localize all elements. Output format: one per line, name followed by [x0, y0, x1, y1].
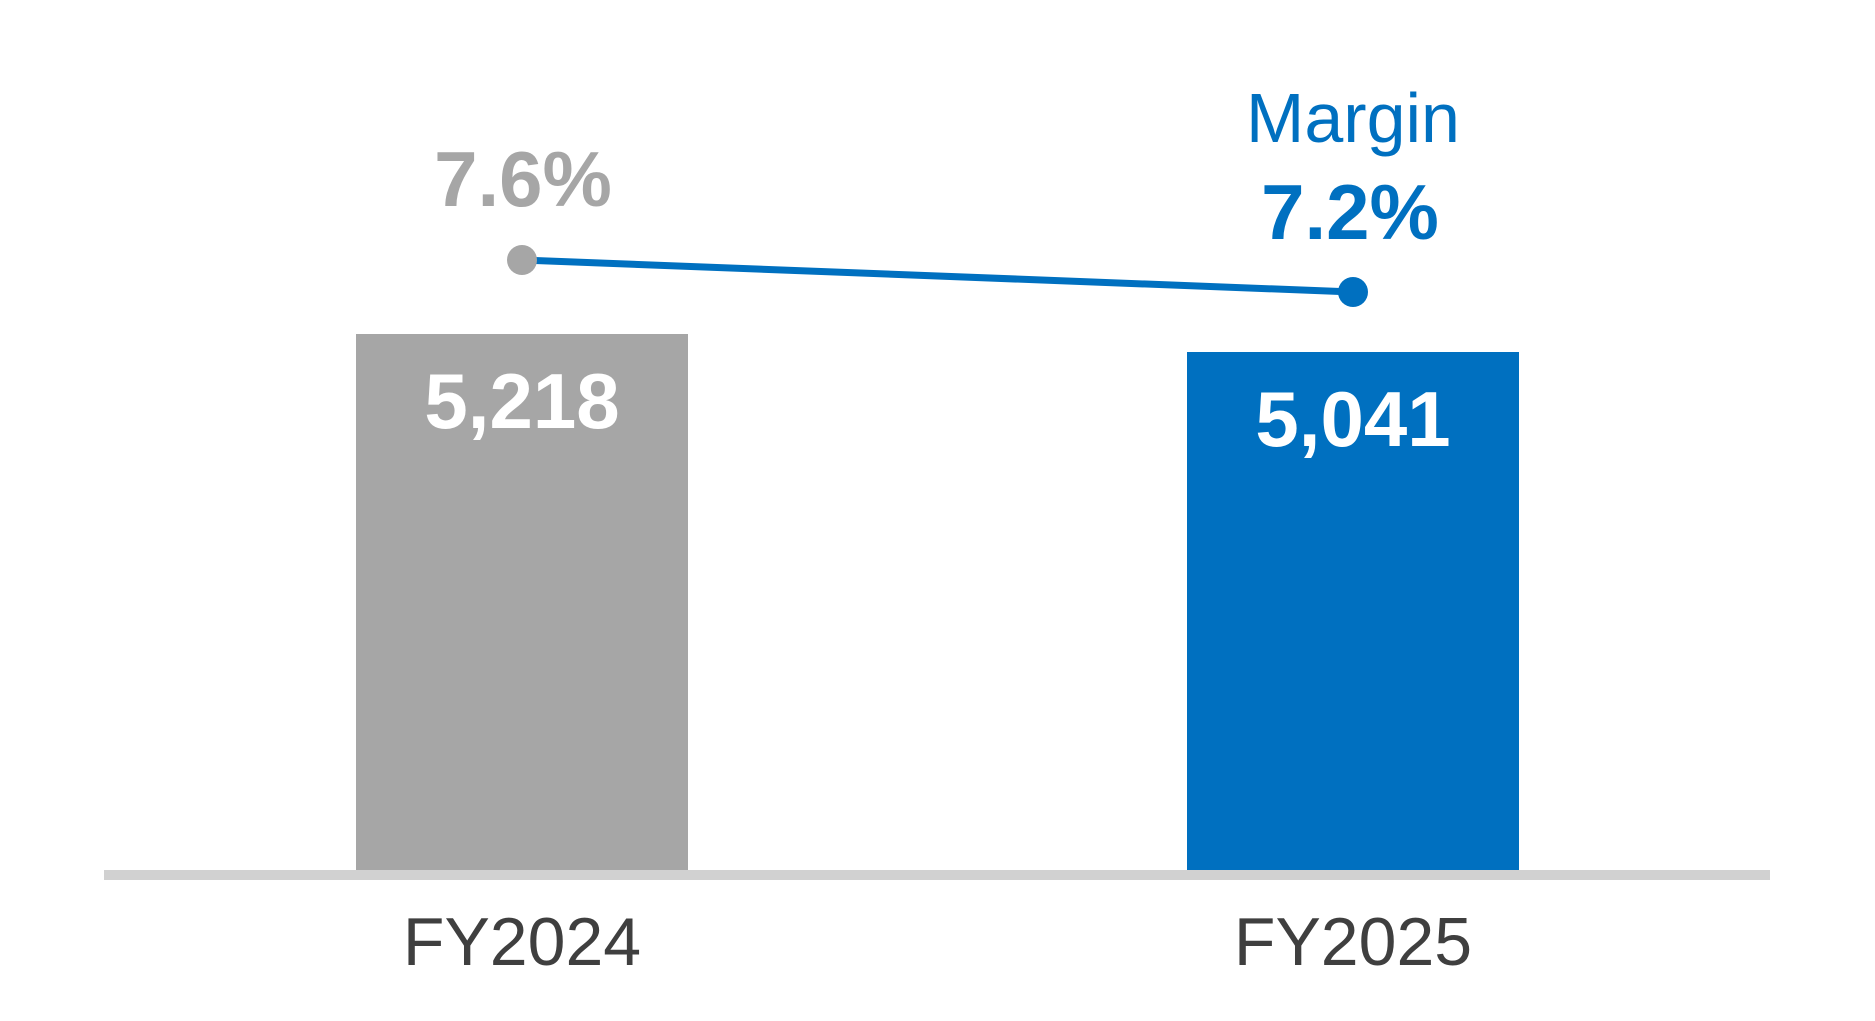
- x-axis-label-fy2024: FY2024: [402, 904, 642, 980]
- bar-fy2024: 5,218: [356, 334, 688, 870]
- bar-fy2025: 5,041: [1187, 352, 1519, 870]
- x-axis-line: [104, 870, 1770, 880]
- margin-series-title: Margin: [1246, 79, 1460, 157]
- margin-marker-fy2024: [507, 245, 537, 275]
- margin-trend-line: [521, 256, 1354, 296]
- x-axis-label-fy2025: FY2025: [1233, 904, 1473, 980]
- margin-value-label-fy2024: 7.6%: [434, 135, 612, 223]
- bar-value-label-fy2025: 5,041: [1255, 375, 1451, 464]
- margin-marker-fy2025: [1338, 277, 1368, 307]
- margin-value-label-fy2025: 7.2%: [1261, 168, 1439, 256]
- bar-value-label-fy2024: 5,218: [424, 357, 620, 445]
